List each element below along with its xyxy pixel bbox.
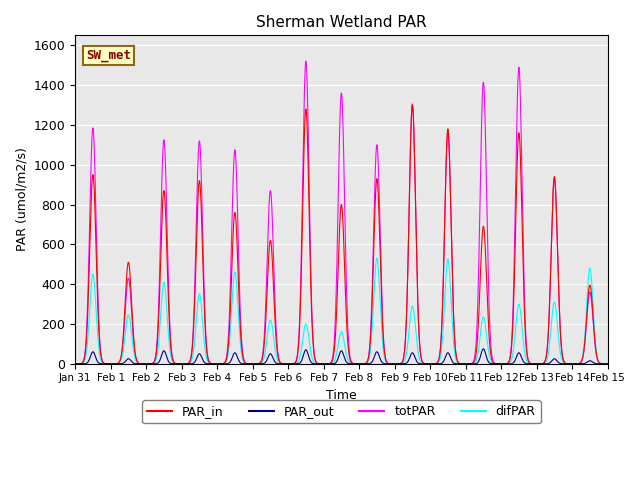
totPAR [639, 361, 640, 367]
difPAR [633, 361, 640, 367]
PAR_in [432, 360, 440, 366]
difPAR [518, 328, 526, 334]
totPAR [633, 361, 640, 367]
Line: PAR_out: PAR_out [75, 349, 640, 364]
PAR_in [408, 102, 416, 108]
totPAR [188, 351, 195, 357]
difPAR [71, 361, 79, 367]
PAR_out [553, 358, 561, 363]
PAR_in [639, 361, 640, 367]
PAR_out [639, 361, 640, 367]
PAR_in [483, 267, 490, 273]
difPAR [483, 329, 490, 335]
totPAR [518, 199, 526, 204]
PAR_out [633, 361, 640, 367]
PAR_in [71, 361, 79, 367]
PAR_in [188, 353, 195, 359]
Legend: PAR_in, PAR_out, totPAR, difPAR: PAR_in, PAR_out, totPAR, difPAR [142, 400, 541, 423]
Title: Sherman Wetland PAR: Sherman Wetland PAR [256, 15, 427, 30]
difPAR [188, 358, 195, 363]
PAR_out [71, 361, 79, 367]
totPAR [71, 361, 79, 367]
totPAR [302, 59, 310, 64]
PAR_in [633, 361, 640, 367]
PAR_out [518, 357, 526, 362]
PAR_in [518, 235, 526, 240]
Line: totPAR: totPAR [75, 61, 640, 364]
PAR_out [432, 361, 440, 367]
difPAR [553, 311, 561, 317]
X-axis label: Time: Time [326, 389, 356, 402]
PAR_in [553, 210, 561, 216]
PAR_out [479, 346, 487, 352]
Line: difPAR: difPAR [75, 258, 640, 364]
difPAR [639, 361, 640, 367]
totPAR [483, 168, 490, 174]
PAR_out [483, 353, 490, 359]
difPAR [432, 361, 440, 367]
totPAR [553, 212, 561, 217]
difPAR [373, 255, 381, 261]
totPAR [432, 360, 440, 366]
PAR_out [188, 361, 195, 367]
Y-axis label: PAR (umol/m2/s): PAR (umol/m2/s) [15, 147, 28, 252]
Text: SW_met: SW_met [86, 48, 131, 61]
Line: PAR_in: PAR_in [75, 105, 640, 364]
